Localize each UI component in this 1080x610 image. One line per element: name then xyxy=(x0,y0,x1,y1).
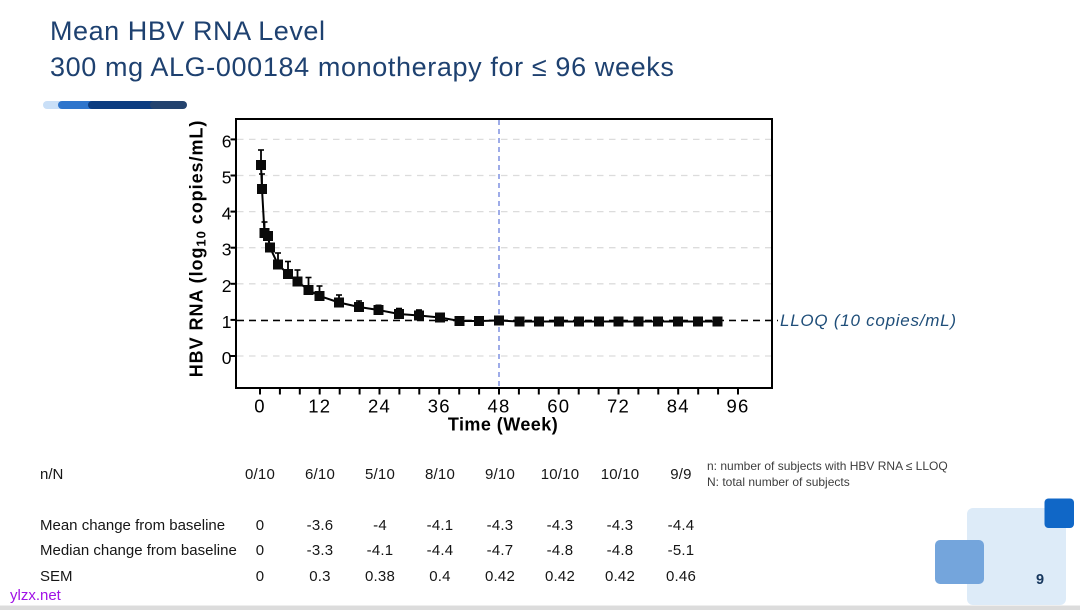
svg-text:2: 2 xyxy=(222,276,232,296)
svg-text:36: 36 xyxy=(428,396,451,417)
svg-text:48: 48 xyxy=(488,396,511,417)
svg-text:5: 5 xyxy=(222,168,232,188)
svg-text:60: 60 xyxy=(547,396,570,417)
svg-text:9: 9 xyxy=(1036,572,1044,588)
svg-text:3: 3 xyxy=(222,240,232,260)
svg-text:LLOQ (10 copies/mL): LLOQ (10 copies/mL) xyxy=(780,311,957,330)
svg-text:4: 4 xyxy=(222,204,232,224)
svg-text:HBV RNA (log10 copies/mL): HBV RNA (log10 copies/mL) xyxy=(187,120,209,378)
svg-text:Time (Week): Time (Week) xyxy=(448,415,558,435)
svg-text:1: 1 xyxy=(222,312,232,332)
svg-text:96: 96 xyxy=(727,396,750,417)
svg-text:0: 0 xyxy=(222,348,232,368)
svg-text:72: 72 xyxy=(607,396,630,417)
svg-text:6: 6 xyxy=(222,131,232,151)
svg-text:12: 12 xyxy=(308,396,331,417)
svg-text:84: 84 xyxy=(667,396,690,417)
svg-text:0: 0 xyxy=(254,396,266,417)
svg-text:24: 24 xyxy=(368,396,391,417)
